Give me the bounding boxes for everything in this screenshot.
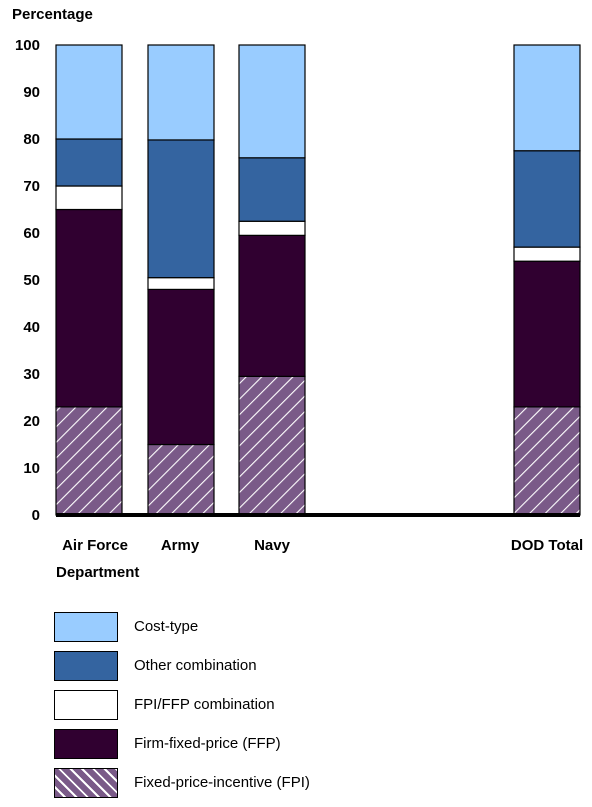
x-tick-label: Air Force — [62, 537, 128, 554]
legend-swatch — [54, 729, 118, 759]
bar-segment-dod-total-firm-fixed-price-ffp — [513, 260, 581, 408]
bar-segment-dod-total-fixed-price-incentive-fpi — [513, 406, 581, 516]
bar-segment-dod-total-fpi-ffp-combination — [513, 246, 581, 262]
legend-swatch — [54, 768, 118, 798]
bar-segment-army-fpi-ffp-combination — [147, 277, 215, 290]
y-tick-label: 0 — [32, 507, 40, 524]
bar-segment-navy-other-combination — [238, 157, 306, 222]
y-tick-label: 60 — [23, 225, 40, 242]
bar-segment-army-fixed-price-incentive-fpi — [147, 443, 215, 516]
bar-segment-navy-fixed-price-incentive-fpi — [238, 375, 306, 516]
bar-segment-army-firm-fixed-price-ffp — [147, 288, 215, 446]
y-tick-label: 30 — [23, 366, 40, 383]
y-tick-label: 90 — [23, 84, 40, 101]
legend-label: Firm-fixed-price (FFP) — [134, 735, 281, 752]
legend-swatch — [54, 612, 118, 642]
x-axis-title: Department — [56, 564, 140, 581]
y-tick-label: 50 — [23, 272, 40, 289]
x-tick-label: Navy — [254, 537, 291, 554]
y-tick-label: 100 — [15, 37, 40, 54]
bar-segment-dod-total-cost-type — [513, 44, 581, 152]
x-tick-label: DOD Total — [511, 537, 583, 554]
legend-label: Cost-type — [134, 618, 199, 635]
legend-label: Other combination — [134, 657, 257, 674]
y-tick-label: 40 — [23, 319, 40, 336]
x-tick-label: Army — [161, 537, 200, 554]
stacked-bar-chart: 0 10 20 30 40 50 60 70 80 90 100 Air Force Army Navy… — [15, 37, 583, 554]
y-tick-label: 10 — [23, 460, 40, 477]
bar-segment-navy-firm-fixed-price-ffp — [238, 234, 306, 377]
bar-segment-air-force-other-combination — [55, 138, 123, 187]
legend-label: Fixed-price-incentive (FPI) — [134, 774, 310, 791]
bar-segment-air-force-firm-fixed-price-ffp — [55, 208, 123, 408]
y-axis-title: Percentage — [12, 6, 93, 23]
bar-segment-navy-cost-type — [238, 44, 306, 159]
legend-swatch — [54, 651, 118, 681]
bar-segment-air-force-fixed-price-incentive-fpi — [55, 406, 123, 516]
y-tick-label: 80 — [23, 131, 40, 148]
bar-segment-army-cost-type — [147, 44, 215, 141]
legend-swatch — [54, 690, 118, 720]
y-tick-label: 20 — [23, 413, 40, 430]
bar-segment-air-force-cost-type — [55, 44, 123, 140]
bar-segment-navy-fpi-ffp-combination — [238, 220, 306, 236]
y-tick-label: 70 — [23, 178, 40, 195]
legend-label: FPI/FFP combination — [134, 696, 275, 713]
bar-segment-dod-total-other-combination — [513, 150, 581, 248]
bar-segment-air-force-fpi-ffp-combination — [55, 185, 123, 211]
bar-segment-army-other-combination — [147, 139, 215, 279]
